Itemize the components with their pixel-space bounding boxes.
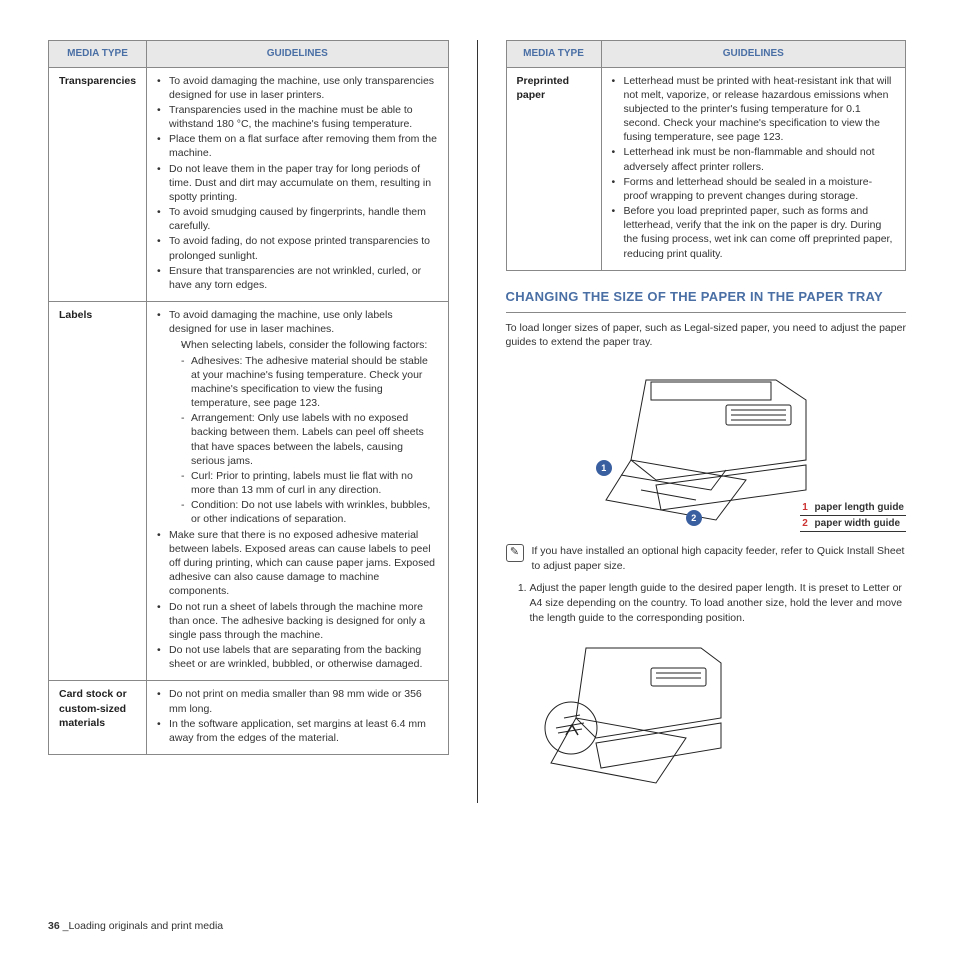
section-heading: CHANGING THE SIZE OF THE PAPER IN THE PA… — [506, 289, 907, 306]
col-header-media-type: MEDIA TYPE — [49, 41, 147, 68]
guideline-item: Ensure that transparencies are not wrink… — [157, 264, 437, 292]
callout-2: 2 — [686, 510, 702, 526]
table-row: Labels To avoid damaging the machine, us… — [49, 302, 449, 681]
guideline-item: To avoid damaging the machine, use only … — [157, 308, 437, 527]
left-column: MEDIA TYPE GUIDELINES Transparencies To … — [48, 40, 449, 803]
table-row: Preprinted paper Letterhead must be prin… — [506, 67, 906, 270]
sub-item: Curl: Prior to printing, labels must lie… — [181, 469, 437, 497]
media-type-cell: Preprinted paper — [506, 67, 601, 270]
guideline-item: Transparencies used in the machine must … — [157, 103, 437, 131]
guideline-item: Do not leave them in the paper tray for … — [157, 162, 437, 205]
guidelines-cell: To avoid damaging the machine, use only … — [147, 302, 448, 681]
two-column-layout: MEDIA TYPE GUIDELINES Transparencies To … — [48, 40, 906, 803]
printer-illustration-1: 1 2 — [576, 360, 836, 530]
callout-1: 1 — [596, 460, 612, 476]
col-header-guidelines: GUIDELINES — [601, 41, 906, 68]
sub-item: Condition: Do not use labels with wrinkl… — [181, 498, 437, 526]
media-guidelines-table-right: MEDIA TYPE GUIDELINES Preprinted paper L… — [506, 40, 907, 271]
guideline-item: Forms and letterhead should be sealed in… — [612, 175, 896, 203]
note-text: If you have installed an optional high c… — [532, 544, 907, 573]
guideline-item: Make sure that there is no exposed adhes… — [157, 528, 437, 599]
guideline-item: Do not use labels that are separating fr… — [157, 643, 437, 671]
note-block: ✎ If you have installed an optional high… — [506, 544, 907, 573]
page-footer: 36 _Loading originals and print media — [48, 920, 223, 932]
section-intro: To load longer sizes of paper, such as L… — [506, 321, 907, 350]
guideline-text: To avoid damaging the machine, use only … — [169, 309, 393, 335]
col-header-guidelines: GUIDELINES — [147, 41, 448, 68]
printer-illustration-2 — [536, 633, 736, 803]
media-guidelines-table-left: MEDIA TYPE GUIDELINES Transparencies To … — [48, 40, 449, 755]
media-type-cell: Card stock or custom-sized materials — [49, 681, 147, 755]
right-column: MEDIA TYPE GUIDELINES Preprinted paper L… — [506, 40, 907, 803]
guideline-item: In the software application, set margins… — [157, 717, 437, 745]
page-number: 36 — [48, 920, 60, 932]
note-icon: ✎ — [506, 544, 524, 562]
guideline-item: Before you load preprinted paper, such a… — [612, 204, 896, 261]
step-1: Adjust the paper length guide to the des… — [530, 581, 907, 625]
guideline-item: Letterhead must be printed with heat-res… — [612, 74, 896, 145]
sub-item: When selecting labels, consider the foll… — [181, 338, 437, 352]
steps-list: Adjust the paper length guide to the des… — [506, 581, 907, 625]
table-row: Transparencies To avoid damaging the mac… — [49, 67, 449, 302]
guidelines-cell: Letterhead must be printed with heat-res… — [601, 67, 906, 270]
guideline-item: To avoid smudging caused by fingerprints… — [157, 205, 437, 233]
guideline-item: To avoid damaging the machine, use only … — [157, 74, 437, 102]
guideline-item: Place them on a flat surface after remov… — [157, 132, 437, 160]
column-divider — [477, 40, 478, 803]
section-underline — [506, 312, 907, 313]
guidelines-cell: Do not print on media smaller than 98 mm… — [147, 681, 448, 755]
guideline-item: Do not print on media smaller than 98 mm… — [157, 687, 437, 715]
guideline-item: Letterhead ink must be non-flammable and… — [612, 145, 896, 173]
guideline-item: Do not run a sheet of labels through the… — [157, 600, 437, 643]
media-type-cell: Labels — [49, 302, 147, 681]
page-label: _Loading originals and print media — [63, 920, 224, 932]
media-type-cell: Transparencies — [49, 67, 147, 302]
col-header-media-type: MEDIA TYPE — [506, 41, 601, 68]
guidelines-cell: To avoid damaging the machine, use only … — [147, 67, 448, 302]
table-row: Card stock or custom-sized materials Do … — [49, 681, 449, 755]
guideline-item: To avoid fading, do not expose printed t… — [157, 234, 437, 262]
sub-item: Arrangement: Only use labels with no exp… — [181, 411, 437, 468]
sub-item: Adhesives: The adhesive material should … — [181, 354, 437, 411]
